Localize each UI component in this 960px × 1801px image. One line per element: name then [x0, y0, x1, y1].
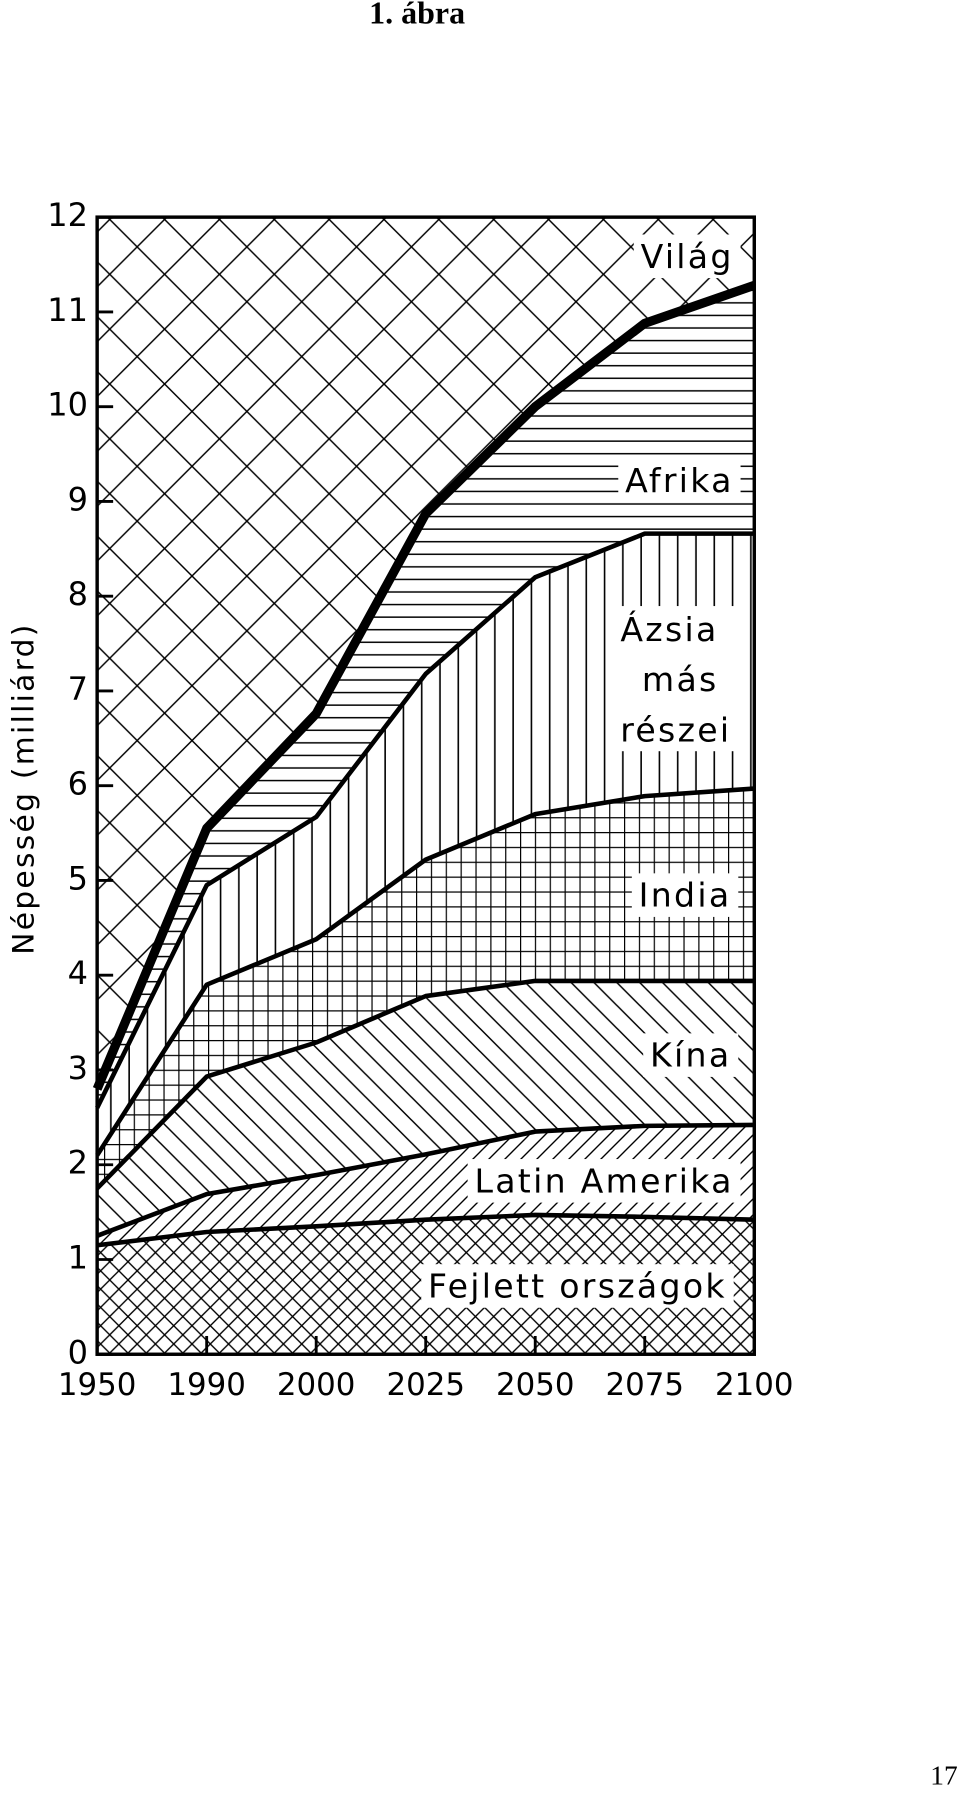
y-tick-label: 3	[68, 1049, 88, 1087]
y-tick-label: 6	[68, 765, 88, 803]
area	[97, 285, 755, 1108]
label-line: részei	[620, 710, 731, 749]
x-tick-label: 2025	[386, 1367, 465, 1403]
y-tick-label: 9	[68, 480, 88, 518]
y-tick-label: 10	[47, 386, 88, 424]
series-label-group: Afrika	[618, 458, 741, 503]
area	[97, 533, 755, 1156]
boundary-line	[95, 786, 755, 1157]
y-tick-label: 8	[68, 575, 88, 613]
label-background	[633, 234, 741, 279]
x-tick-label: 2050	[496, 1367, 574, 1403]
series-label-group: Fejlett országok	[421, 1264, 734, 1308]
boundary-line	[95, 531, 755, 1109]
y-tick-label: 1	[68, 1239, 88, 1277]
boundary-line	[96, 1212, 755, 1248]
total-label-group: Világ	[633, 234, 741, 279]
y-axis-label: Népesség (milliárd)	[7, 622, 42, 954]
y-tick-label: 11	[47, 291, 88, 329]
series-label: Afrika	[625, 461, 734, 500]
x-tick-label: 2100	[715, 1367, 794, 1403]
x-tick-label: 1950	[58, 1367, 137, 1403]
series-label-multiline: Ázsia más részei	[620, 608, 731, 749]
x-tick-label: 1990	[167, 1367, 246, 1403]
x-tick-label: 2075	[606, 1367, 685, 1403]
series-label-group: Kína	[643, 1033, 739, 1077]
series-label: Fejlett országok	[428, 1266, 727, 1305]
series-label-group: India	[631, 873, 739, 917]
area	[97, 788, 755, 1189]
label-line: Ázsia	[620, 608, 731, 648]
series-label: India	[639, 876, 732, 915]
series-label: Latin Amerika	[474, 1161, 733, 1200]
label-line: más	[642, 660, 731, 699]
y-tick-label: 4	[68, 954, 88, 992]
label-background	[421, 1264, 734, 1308]
series-label-group: Latin Amerika	[467, 1159, 741, 1203]
label-background	[618, 458, 741, 503]
x-tick-label: 2000	[277, 1367, 356, 1403]
area	[97, 980, 755, 1236]
label-background	[643, 1033, 739, 1077]
total-label: Világ	[641, 237, 734, 276]
y-tick-label: 12	[47, 196, 88, 234]
boundary-line	[95, 978, 755, 1191]
page-number: 17	[930, 1761, 957, 1791]
y-tick-label: 0	[68, 1333, 88, 1371]
total-line	[92, 281, 756, 1091]
figure-title: 1. ábra	[369, 0, 465, 30]
label-background	[631, 873, 739, 917]
label-background	[613, 606, 739, 752]
series-label: Kína	[650, 1036, 731, 1075]
boundary-line	[96, 1122, 755, 1238]
series-label-multiline-group: Ázsia más részei	[613, 606, 739, 752]
label-background	[467, 1159, 741, 1203]
y-tick-label: 7	[68, 670, 88, 708]
y-tick-label: 2	[68, 1144, 88, 1182]
y-tick-label: 5	[68, 859, 88, 897]
